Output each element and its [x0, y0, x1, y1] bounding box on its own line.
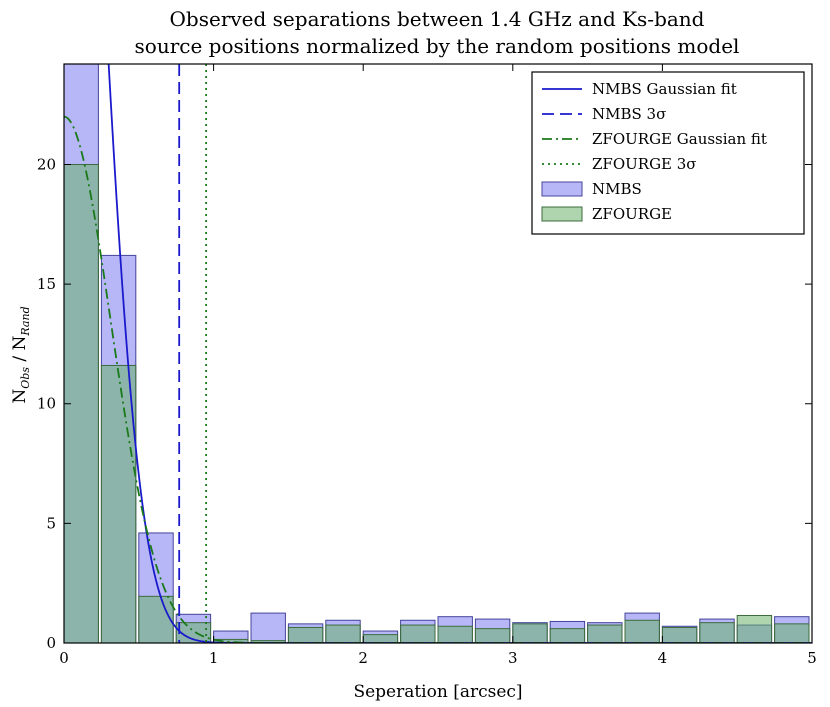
legend-label: ZFOURGE Gaussian fit	[592, 130, 767, 148]
x-tick-label: 2	[358, 649, 368, 667]
y-axis-label: NObs / NRand	[10, 306, 32, 403]
zfourge-bar	[325, 624, 361, 643]
zfourge-bar	[474, 628, 511, 643]
zfourge-bar	[624, 619, 660, 643]
nmbs-gaussian-fit-line	[107, 64, 812, 643]
zfourge-bar	[362, 634, 399, 643]
zfourge-bar	[699, 622, 735, 643]
x-tick-label: 1	[209, 649, 219, 667]
x-tick-label: 3	[508, 649, 518, 667]
zfourge-bar	[587, 624, 623, 643]
zfourge-bar	[287, 626, 324, 643]
y-tick-label: 5	[46, 514, 56, 532]
legend: NMBS Gaussian fit NMBS 3σ ZFOURGE Gaussian…	[531, 71, 805, 235]
legend-patch-swatch	[541, 206, 583, 222]
zfourge-bar	[400, 624, 436, 643]
fit-curves	[64, 64, 812, 643]
sigma-lines	[178, 64, 208, 643]
x-axis-label: Seperation [arcsec]	[353, 682, 522, 702]
x-tick-label: 0	[59, 649, 69, 667]
zfourge-bar	[774, 623, 810, 643]
zfourge-bar	[138, 595, 174, 643]
plot-frame	[63, 63, 813, 644]
zfourge-bar	[100, 364, 137, 643]
x-tick-label: 5	[807, 649, 817, 667]
x-tick-label: 4	[658, 649, 668, 667]
legend-patch-swatch	[541, 181, 583, 197]
legend-label: NMBS Gaussian fit	[592, 80, 737, 98]
y-label-sub-rand: Rand	[19, 306, 32, 336]
axis-ticks: 0 1 2 3 4 5 0 5 10 15 20	[37, 64, 817, 667]
y-tick-label: 15	[37, 275, 56, 293]
legend-label: ZFOURGE 3σ	[592, 155, 697, 173]
y-tick-label: 0	[46, 634, 56, 652]
zfourge-bar	[661, 626, 698, 643]
legend-label: ZFOURGE	[592, 205, 672, 223]
zfourge-bar	[736, 614, 773, 643]
chart-title-line-1: Observed separations between 1.4 GHz and…	[170, 7, 705, 31]
legend-label: NMBS 3σ	[592, 105, 666, 123]
y-label-sub-obs: Obs	[19, 367, 32, 389]
chart-title-line-2: source positions normalized by the rando…	[135, 34, 740, 58]
zfourge-bar	[512, 623, 548, 643]
y-tick-label: 20	[37, 155, 56, 173]
zfourge-bars	[64, 163, 810, 643]
legend-label: NMBS	[592, 180, 642, 198]
zfourge-bar	[549, 628, 586, 643]
y-label-mid: / N	[10, 335, 30, 367]
y-tick-label: 10	[37, 395, 56, 413]
y-label-n-obs: N	[10, 389, 30, 404]
nmbs-bar	[250, 612, 286, 643]
zfourge-bar	[437, 625, 473, 643]
